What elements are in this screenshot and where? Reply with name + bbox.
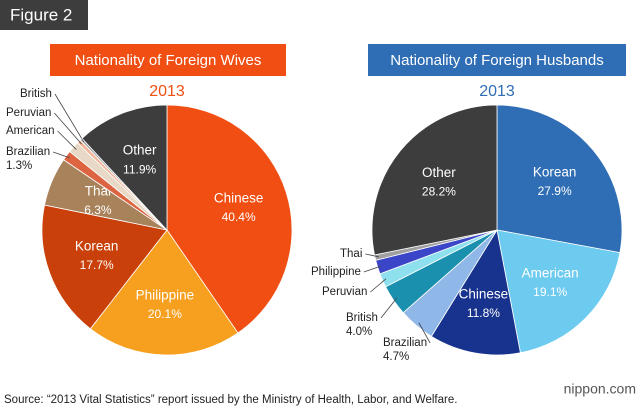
slice-label: Peruvian (322, 286, 367, 298)
pie-slice (81, 104, 168, 232)
leader-line (370, 278, 387, 293)
slice-label: American (522, 265, 579, 280)
brand: nippon.com (564, 381, 636, 397)
slice-label: British (20, 88, 52, 100)
slice-value-label: 1.3% (6, 160, 32, 172)
leader-line (54, 93, 85, 143)
slice-value-label: 4.7% (383, 351, 409, 363)
slice-value-label: 28.2% (422, 185, 456, 199)
slice-label: Thai (340, 248, 362, 260)
slice-label: Philippine (311, 266, 361, 278)
slice-label: Chinese (214, 190, 264, 205)
title-box (50, 44, 286, 76)
title-box (368, 44, 626, 76)
pie-slice (166, 104, 293, 334)
leader-line (57, 130, 77, 150)
pie-slice (41, 204, 168, 330)
pie-slice (430, 228, 521, 356)
slice-label: Philippine (136, 288, 195, 303)
slice-value-label: 6.3% (84, 203, 112, 217)
slice-value-label: 11.9% (123, 162, 156, 176)
chart-subtitle: 2013 (149, 83, 185, 100)
slice-value-label: 19.1% (533, 285, 567, 299)
slice-value-label: 4.0% (346, 326, 372, 338)
slice-label: Other (422, 165, 456, 180)
leader-line (54, 112, 82, 145)
slice-label: British (346, 312, 378, 324)
slice-label: Other (123, 143, 157, 158)
source: Source: “2013 Vital Statistics” report i… (4, 394, 457, 406)
pie-slice (371, 104, 498, 256)
figure-label: Figure 2 (10, 5, 72, 24)
slice-value-label: 11.8% (467, 306, 500, 320)
chart-title: Nationality of Foreign Husbands (390, 52, 603, 69)
slice-label: Peruvian (6, 107, 51, 119)
chart-title: Nationality of Foreign Wives (75, 52, 262, 69)
pie-slice (89, 229, 239, 356)
chart-subtitle: 2013 (479, 83, 515, 100)
slice-label: Brazilian (6, 146, 50, 158)
slice-label: Brazilian (383, 337, 427, 349)
pie-slice (496, 229, 621, 354)
leader-line (365, 253, 379, 258)
slice-label: Korean (533, 165, 577, 180)
slice-value-label: 20.1% (148, 307, 182, 321)
figure-badge (0, 0, 88, 30)
pie-slice (496, 104, 623, 254)
slice-value-label: 17.7% (80, 258, 114, 272)
leader-line (380, 297, 398, 319)
slice-label: Korean (75, 239, 119, 254)
slice-value-label: 40.4% (222, 210, 256, 224)
slice-value-label: 27.9% (538, 184, 572, 198)
leader-line (52, 151, 70, 159)
leader-line (418, 322, 431, 344)
leader-line (363, 265, 382, 273)
slice-label: American (6, 125, 55, 137)
slice-label: Chinese (459, 286, 509, 301)
